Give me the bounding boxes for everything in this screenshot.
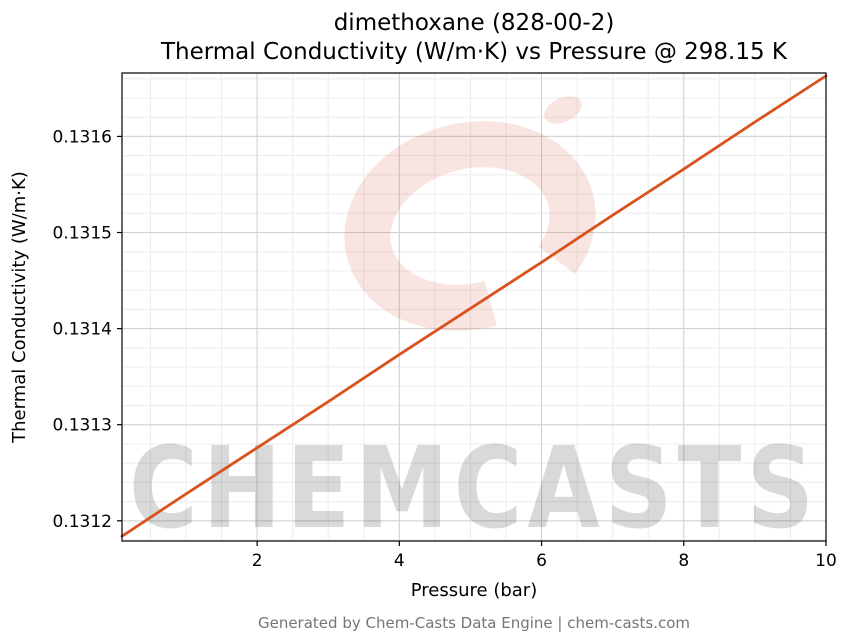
chart-title: dimethoxane (828-00-2) — [334, 10, 615, 36]
x-tick-label: 10 — [815, 551, 837, 571]
watermark-brush-dot-icon — [544, 96, 582, 124]
x-tick-label: 6 — [536, 551, 547, 571]
chart-subtitle: Thermal Conductivity (W/m·K) vs Pressure… — [160, 39, 788, 65]
y-tick-label: 0.1312 — [53, 512, 112, 532]
y-axis-label: Thermal Conductivity (W/m·K) — [9, 171, 30, 444]
x-tick-label: 4 — [394, 551, 405, 571]
x-tick-label: 2 — [252, 551, 263, 571]
y-tick-label: 0.1315 — [53, 224, 112, 244]
x-axis-label: Pressure (bar) — [411, 580, 537, 601]
plot-border — [121, 72, 827, 542]
y-tick-label: 0.1316 — [53, 127, 112, 147]
data-line — [120, 74, 828, 538]
x-tick-label: 8 — [678, 551, 689, 571]
footer-credit: Generated by Chem-Casts Data Engine | ch… — [258, 614, 690, 632]
y-tick-label: 0.1314 — [53, 320, 112, 340]
watermark-text: CHEMCASTS — [129, 424, 819, 554]
y-tick-label: 0.1313 — [53, 416, 112, 436]
